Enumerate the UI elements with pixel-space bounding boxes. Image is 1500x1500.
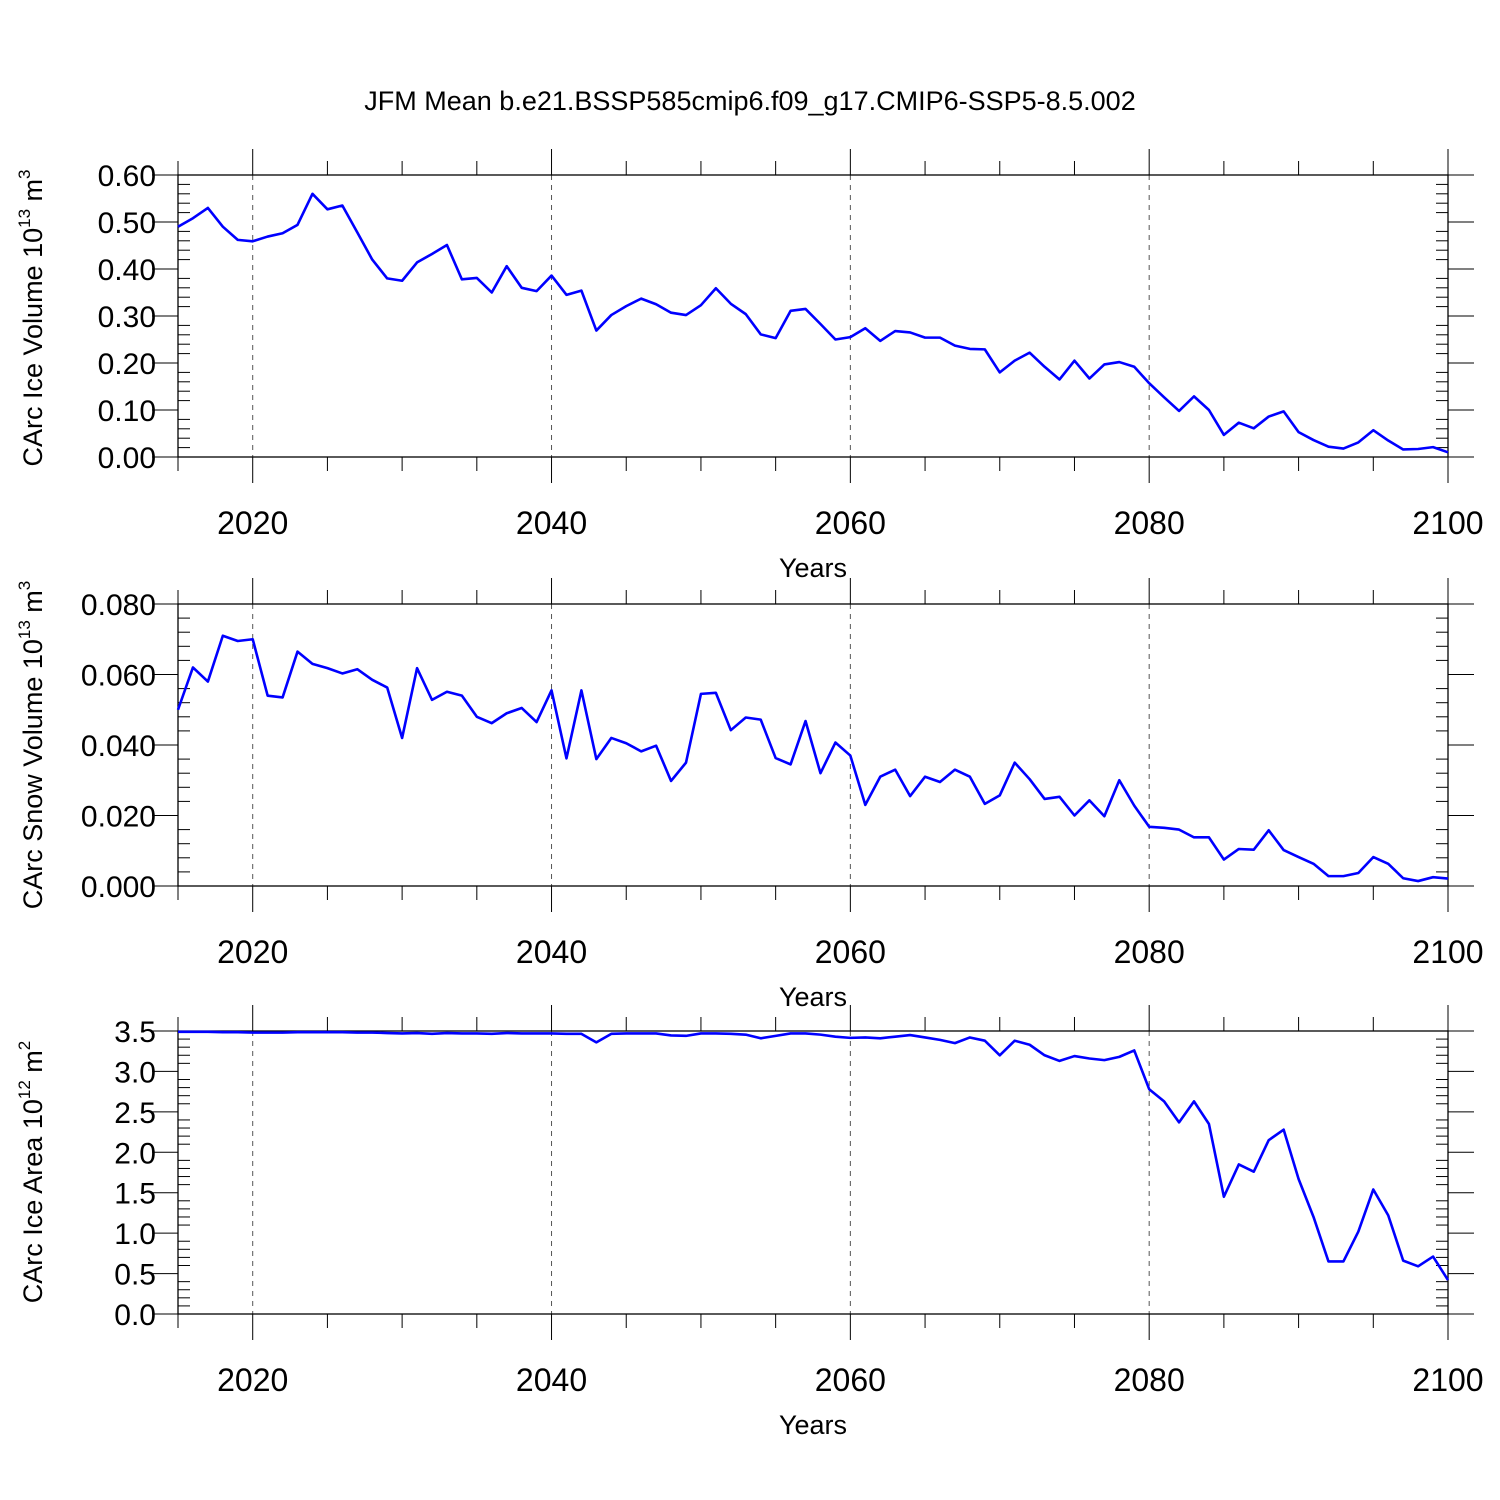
ytick-label: 2.0: [114, 1137, 156, 1170]
y-axis-title-exponent: 13: [15, 620, 34, 639]
xtick-label: 2060: [815, 1362, 886, 1398]
xtick-label: 2040: [516, 934, 587, 970]
xtick-label: 2080: [1114, 934, 1185, 970]
ytick-label: 3.5: [114, 1016, 156, 1049]
plot-frame: [177, 174, 1449, 458]
ytick-label: 0.060: [81, 660, 156, 693]
plot-frame: [177, 1030, 1449, 1315]
ytick-label: 2.5: [114, 1097, 156, 1130]
y-axis-title-text: m: [18, 590, 48, 620]
y-axis-title-text: m: [18, 179, 48, 209]
ytick-label: 0.040: [81, 730, 156, 763]
ytick-label: 0.020: [81, 801, 156, 834]
xtick-label: 2100: [1412, 1362, 1483, 1398]
xtick-label: 2060: [815, 934, 886, 970]
ytick-label: 3.0: [114, 1056, 156, 1089]
y-axis-title-exponent: 3: [15, 581, 34, 590]
ytick-label: 1.0: [114, 1218, 156, 1251]
series-line: [176, 634, 1449, 883]
series-line: [177, 192, 1449, 454]
y-axis-title-exponent: 3: [15, 169, 34, 178]
x-axis-title: Years: [779, 553, 847, 583]
xtick-label: 2020: [217, 934, 288, 970]
ytick-label: 0.20: [98, 348, 156, 381]
ytick-label: 1.5: [114, 1178, 156, 1211]
ytick-label: 0.000: [81, 871, 156, 904]
xtick-label: 2020: [217, 1362, 288, 1398]
xtick-label: 2040: [516, 1362, 587, 1398]
xtick-label: 2020: [217, 505, 288, 541]
x-axis-title: Years: [779, 1410, 847, 1440]
xtick-label: 2080: [1114, 505, 1185, 541]
xtick-label: 2080: [1114, 1362, 1185, 1398]
xtick-label: 2100: [1412, 934, 1483, 970]
plot-frame: [177, 603, 1449, 887]
xtick-label: 2040: [516, 505, 587, 541]
xtick-label: 2100: [1412, 505, 1483, 541]
y-axis-title-exponent: 12: [15, 1080, 34, 1099]
ytick-label: 0.5: [114, 1259, 156, 1292]
y-axis-title: CArc Ice Area 1012 m2: [15, 1041, 48, 1304]
ytick-label: 0.00: [98, 442, 156, 475]
y-axis-title-text: CArc Ice Volume 10: [18, 228, 48, 467]
y-axis-title: CArc Snow Volume 1013 m3: [15, 581, 48, 910]
y-axis-title-text: CArc Ice Area 10: [18, 1099, 48, 1303]
y-axis-title-text: CArc Snow Volume 10: [18, 639, 48, 909]
xtick-label: 2060: [815, 505, 886, 541]
ytick-label: 0.10: [98, 395, 156, 428]
panel-3: 0.0 0.5 1.0 1.5 2.0 2.5 3.0 3.5 2020 2040 2060 2080…: [15, 1005, 1484, 1440]
ytick-label: 0.50: [98, 207, 156, 240]
y-axis-title: CArc Ice Volume 1013 m3: [15, 169, 48, 466]
panel-1: 0.00 0.10 0.20 0.30 0.40 0.50 0.60 2020 2040 2060…: [15, 149, 1484, 583]
x-axis-title: Years: [779, 982, 847, 1012]
figure-title: JFM Mean b.e21.BSSP585cmip6.f09_g17.CMIP…: [364, 86, 1135, 116]
ytick-label: 0.40: [98, 254, 156, 287]
y-axis-title-exponent: 2: [15, 1041, 34, 1050]
panels-container: 0.00 0.10 0.20 0.30 0.40 0.50 0.60 2020 2040 2060…: [15, 149, 1484, 1440]
y-axis-title-text: m: [18, 1050, 48, 1080]
ytick-label: 0.0: [114, 1299, 156, 1332]
y-axis-title-exponent: 13: [15, 209, 34, 228]
panel-2: 0.000 0.020 0.040 0.060 0.080 2020 2040 2060 208…: [15, 578, 1484, 1012]
ytick-label: 0.080: [81, 589, 156, 622]
series-line: [178, 1030, 1450, 1281]
ytick-label: 0.60: [98, 160, 156, 193]
ytick-label: 0.30: [98, 301, 156, 334]
